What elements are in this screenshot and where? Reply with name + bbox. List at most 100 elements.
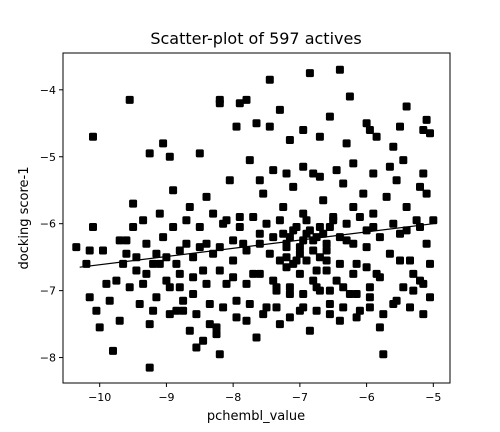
data-point <box>322 246 331 255</box>
data-point <box>212 323 221 332</box>
data-point <box>275 105 284 114</box>
data-point <box>375 273 384 282</box>
data-point <box>145 363 154 372</box>
y-tick-label: −5 <box>40 151 56 164</box>
data-point <box>209 209 218 218</box>
data-point <box>305 69 314 78</box>
data-point <box>352 290 361 298</box>
data-point <box>172 259 181 268</box>
data-point <box>416 182 424 191</box>
data-point <box>332 166 341 175</box>
data-point <box>339 303 348 312</box>
data-point <box>392 296 401 305</box>
data-point <box>359 189 368 198</box>
y-axis-label: docking score-1 <box>17 166 32 269</box>
data-point <box>409 286 418 295</box>
data-point <box>289 259 298 268</box>
data-point <box>255 176 264 185</box>
data-point <box>219 303 228 312</box>
data-point <box>345 92 354 101</box>
data-point <box>169 223 178 231</box>
data-point <box>426 129 434 138</box>
data-point <box>215 95 224 104</box>
data-point <box>109 346 117 355</box>
data-point <box>242 279 251 288</box>
data-point <box>235 223 244 231</box>
data-point <box>422 239 431 248</box>
data-point <box>365 293 374 302</box>
data-point <box>262 303 271 312</box>
data-point <box>85 246 94 255</box>
data-point <box>192 343 201 352</box>
data-point <box>342 236 351 245</box>
data-point <box>142 269 151 278</box>
data-point <box>139 279 148 288</box>
data-point <box>255 239 264 248</box>
data-point <box>352 313 361 322</box>
data-point <box>215 350 224 359</box>
data-point <box>195 149 204 158</box>
data-point <box>372 132 381 141</box>
data-point <box>245 300 254 308</box>
data-point <box>409 269 418 278</box>
data-point <box>175 283 184 292</box>
data-point <box>192 310 201 319</box>
data-point <box>362 243 371 252</box>
data-point <box>389 219 398 228</box>
trend-line <box>79 223 434 268</box>
data-point <box>165 310 174 319</box>
data-point <box>369 223 378 231</box>
data-point <box>416 223 424 231</box>
data-point <box>269 233 278 242</box>
data-point <box>225 176 234 185</box>
data-point <box>299 162 308 171</box>
data-point <box>309 276 318 285</box>
data-point <box>185 326 194 335</box>
data-point <box>399 283 408 292</box>
data-point <box>362 263 371 272</box>
data-point <box>72 243 81 252</box>
data-point <box>396 229 404 238</box>
data-point <box>129 199 138 208</box>
data-point <box>365 303 374 312</box>
data-point <box>315 223 324 231</box>
data-point <box>132 266 141 275</box>
data-point <box>396 122 404 131</box>
data-point <box>179 306 188 315</box>
data-point <box>282 263 291 272</box>
data-point <box>342 139 351 148</box>
data-point <box>292 223 301 231</box>
data-point <box>325 300 334 308</box>
data-point <box>209 249 218 258</box>
x-axis: −10 −9 −8 −7 −6 −5 <box>88 383 441 404</box>
data-point <box>285 233 294 242</box>
x-tick-label: −8 <box>225 391 241 404</box>
data-point <box>229 273 238 282</box>
data-point <box>205 300 214 308</box>
data-point <box>242 316 251 325</box>
data-point <box>319 229 328 238</box>
data-point <box>349 203 358 211</box>
data-point <box>125 95 134 104</box>
data-point <box>269 166 278 175</box>
data-point <box>115 316 124 325</box>
data-point <box>302 256 311 265</box>
data-point <box>259 189 268 198</box>
data-point <box>145 320 154 329</box>
data-point <box>155 259 164 268</box>
data-point <box>199 266 208 275</box>
data-point <box>362 119 371 128</box>
data-point <box>212 330 221 339</box>
data-point <box>89 132 97 141</box>
data-point <box>309 246 318 255</box>
data-point <box>412 216 421 225</box>
data-point <box>242 95 251 104</box>
data-point <box>389 142 398 151</box>
data-point <box>95 323 104 332</box>
data-point <box>406 256 414 265</box>
data-point <box>275 320 284 329</box>
data-point <box>355 213 364 221</box>
data-point <box>279 229 288 238</box>
data-point <box>215 243 224 252</box>
data-point <box>232 122 241 131</box>
